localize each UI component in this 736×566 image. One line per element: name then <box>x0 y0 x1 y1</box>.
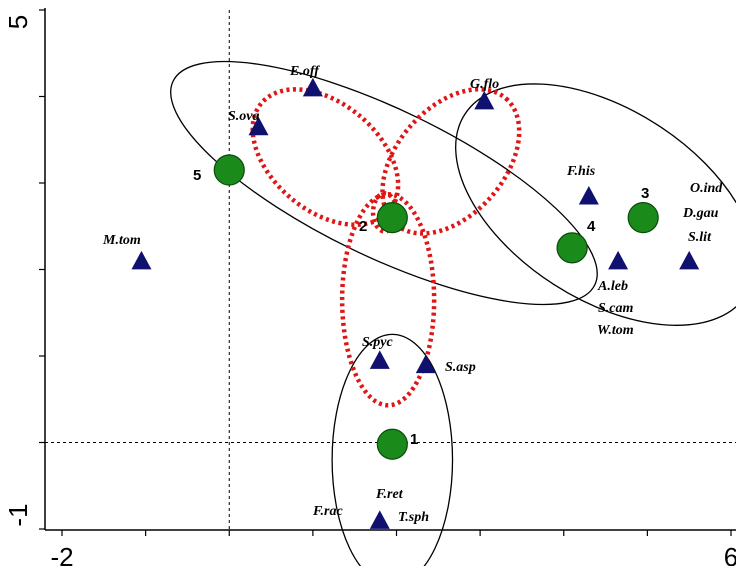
site-points <box>213 154 659 460</box>
species-label-s-asp: S.asp <box>445 360 476 375</box>
species-marker-f-his <box>578 185 599 205</box>
black-ellipse-3 <box>331 333 454 566</box>
species-label-s-lit: S.lit <box>688 230 712 245</box>
species-marker-g-flo <box>474 90 495 110</box>
species-marker-e-off <box>302 77 323 97</box>
point-labels: E.off G.flo S.ova M.tom F.his A.leb O.ind S.pyc… <box>102 64 723 525</box>
species-marker-s-ova <box>248 116 269 136</box>
site-label-2: 2 <box>359 218 367 235</box>
species-label-e-off: E.off <box>289 64 320 79</box>
site-label-3: 3 <box>641 185 649 202</box>
site-label-1: 1 <box>410 431 418 448</box>
species-marker-s-asp <box>415 354 436 374</box>
species-marker-s-pyc <box>369 350 390 369</box>
site-label-4: 4 <box>587 218 596 235</box>
species-label-s-pyc: S.pyc <box>362 335 394 350</box>
species-label-t-sph: T.sph <box>398 510 429 525</box>
y-tick-label-min: -1 <box>3 503 33 526</box>
y-axis-ticks <box>39 9 45 530</box>
site-marker-4 <box>556 232 588 264</box>
species-label-a-leb: A.leb <box>597 279 628 294</box>
axis-tick-labels: -2 6 -1 5 <box>3 15 736 566</box>
species-label-m-tom: M.tom <box>102 233 141 248</box>
site-marker-3 <box>627 202 659 234</box>
species-label-f-rac: F.rac <box>312 504 343 519</box>
species-points <box>131 77 700 529</box>
site-marker-5 <box>213 154 245 186</box>
species-marker-m-tom <box>131 250 152 270</box>
black-ellipse-1 <box>170 60 598 306</box>
group-ellipses <box>170 60 736 566</box>
site-marker-2 <box>376 202 408 234</box>
species-label-f-his: F.his <box>566 164 596 179</box>
species-label-d-gau: D.gau <box>682 206 719 221</box>
species-label-s-cam: S.cam <box>598 301 634 316</box>
species-label-s-ova: S.ova <box>228 109 260 124</box>
black-ellipse-2 <box>455 83 736 326</box>
site-marker-1 <box>376 428 408 460</box>
species-label-o-ind: O.ind <box>690 181 723 196</box>
species-label-w-tom: W.tom <box>597 323 634 338</box>
x-tick-label-min: -2 <box>50 542 73 566</box>
site-label-5: 5 <box>193 167 201 184</box>
x-axis-ticks <box>61 530 732 536</box>
y-tick-label-max: 5 <box>3 15 33 29</box>
species-marker-o-ind <box>679 250 700 270</box>
red-dotted-ellipse-6 <box>339 191 437 408</box>
species-marker-f-ret <box>369 510 390 529</box>
species-label-g-flo: G.flo <box>470 77 499 92</box>
x-tick-label-max: 6 <box>724 542 736 566</box>
red-dotted-ellipse-5 <box>380 87 522 236</box>
species-label-f-ret: F.ret <box>375 487 404 502</box>
species-marker-a-leb <box>608 250 629 270</box>
reference-lines <box>45 10 736 530</box>
